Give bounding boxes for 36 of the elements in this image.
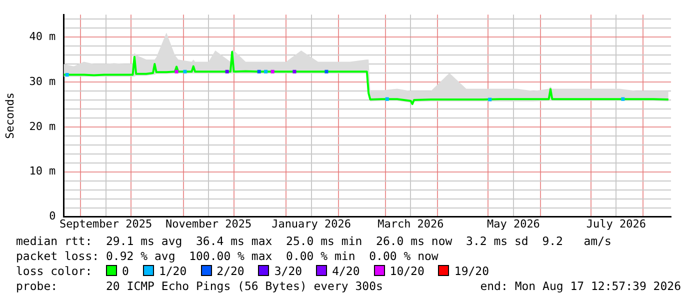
legend-label: 10/20 <box>390 264 424 278</box>
text: probe: 20 ICMP Echo Pings (56 Bytes) every 300s <box>16 279 383 293</box>
y-axis-title: Seconds <box>3 92 16 139</box>
text: packet loss: 0.92 % avg 100.00 % max 0.00 % min 0.00 % now <box>16 249 438 263</box>
point <box>270 70 274 74</box>
x-tick-label: July 2026 <box>586 217 646 230</box>
legend-title: loss color: <box>16 264 94 278</box>
point <box>65 73 69 77</box>
legend-label: 4/20 <box>332 264 360 278</box>
legend-label: 19/20 <box>454 264 490 278</box>
point <box>385 97 389 101</box>
point <box>324 70 328 74</box>
point <box>292 70 296 74</box>
point <box>257 70 261 74</box>
text: median rtt: 29.1 ms avg 36.4 ms max 25.0 ms min 26.0 ms now 3.2 ms sd 9.2 am/s <box>16 234 612 248</box>
x-tick-label: September 2025 <box>59 217 152 230</box>
point <box>264 70 268 74</box>
y-tick-label: 0 <box>49 210 56 223</box>
x-tick-label: November 2025 <box>166 217 252 230</box>
point <box>488 98 492 102</box>
y-tick-label: 20 m <box>29 120 56 133</box>
point <box>183 70 187 74</box>
legend-label: 0 <box>122 264 129 278</box>
point <box>174 70 178 74</box>
y-tick-label: 30 m <box>29 74 56 88</box>
legend-label: 1/20 <box>158 264 187 278</box>
legend-label: 3/20 <box>274 264 302 278</box>
y-tick-label: 10 m <box>29 164 56 178</box>
x-tick-label: May 2026 <box>486 217 540 230</box>
point <box>621 97 625 101</box>
text: end: Mon Aug 17 12:57:39 2026 <box>480 279 681 293</box>
legend-label: 2/20 <box>216 264 244 278</box>
y-tick-label: 40 m <box>29 30 56 43</box>
x-tick-label: March 2026 <box>378 217 444 230</box>
x-tick-label: January 2026 <box>272 217 352 230</box>
point <box>225 70 229 74</box>
